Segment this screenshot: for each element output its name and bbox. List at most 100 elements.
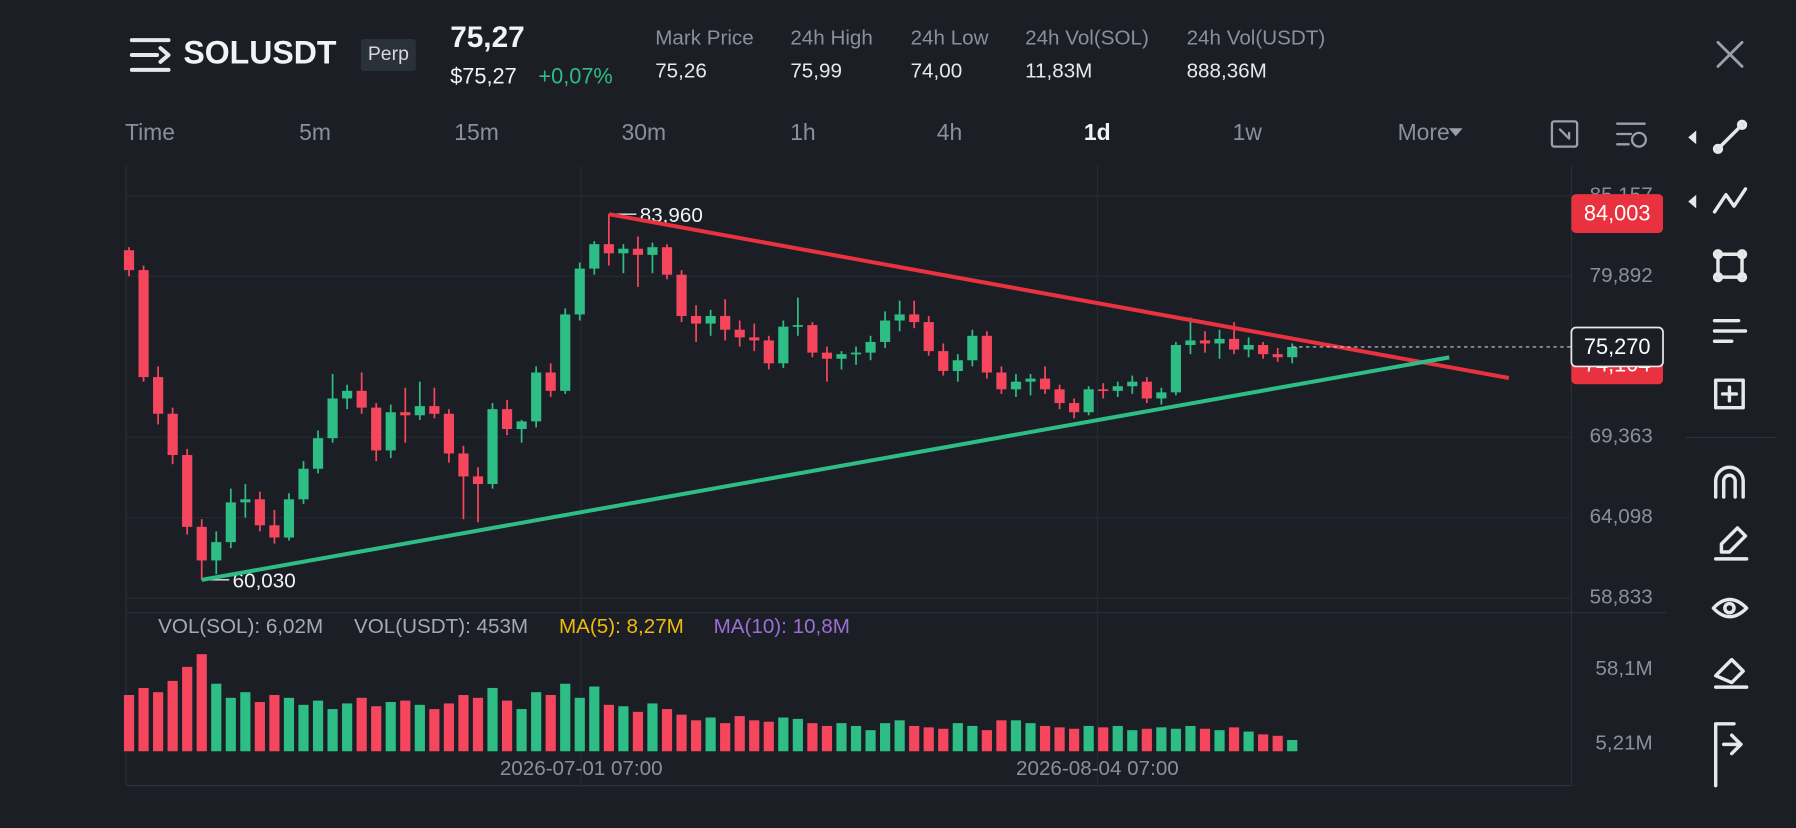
candle-body bbox=[618, 248, 629, 254]
volume-bar bbox=[342, 703, 353, 752]
candle-body bbox=[240, 499, 251, 503]
fib-tool[interactable] bbox=[1712, 187, 1748, 214]
candle-body bbox=[342, 390, 353, 399]
volume-bar bbox=[967, 725, 978, 752]
candle-body bbox=[603, 244, 614, 254]
candle-body bbox=[850, 352, 862, 355]
visibility-tool[interactable] bbox=[1711, 597, 1749, 619]
candle-body bbox=[938, 351, 949, 371]
volume-bar bbox=[1199, 728, 1211, 752]
volume-bar bbox=[981, 730, 992, 752]
exit-tool[interactable] bbox=[1713, 722, 1743, 788]
candle-body bbox=[778, 326, 789, 364]
volume-bar bbox=[443, 703, 454, 752]
candle-body bbox=[371, 407, 382, 451]
pattern-tool[interactable] bbox=[1712, 249, 1748, 283]
y-tick-label: 64,098 bbox=[1590, 505, 1653, 528]
edit-tool[interactable] bbox=[1713, 526, 1749, 561]
candle-body bbox=[690, 315, 702, 324]
timeframe-bar: Time 5m 15m 30m 1h 4h 1d 1w More bbox=[125, 119, 1450, 145]
candle-body bbox=[283, 499, 295, 538]
candle-body bbox=[1141, 381, 1152, 399]
measure-tool[interactable] bbox=[1713, 378, 1745, 410]
volume-bar bbox=[1156, 727, 1167, 752]
volume-bar bbox=[1127, 730, 1138, 752]
candle-body bbox=[909, 314, 920, 323]
candle-body bbox=[865, 341, 876, 353]
timeframe[interactable]: 15m bbox=[454, 119, 499, 145]
candle-body bbox=[254, 499, 265, 526]
price-tag-label: 84,003 bbox=[1584, 200, 1651, 225]
timeframe[interactable]: 1h bbox=[790, 119, 815, 145]
volume-bar bbox=[254, 702, 265, 752]
trendline[interactable] bbox=[608, 212, 1510, 380]
volume-bar bbox=[749, 720, 760, 752]
volume-bar bbox=[865, 730, 876, 752]
stat-value: 888,36M bbox=[1187, 60, 1267, 83]
candle-body bbox=[1287, 346, 1298, 358]
volume-bar bbox=[1141, 728, 1152, 752]
candle-body bbox=[1083, 389, 1094, 413]
volume-bar bbox=[909, 725, 920, 752]
volume-bar bbox=[196, 654, 207, 752]
volume-tick-label: 58,1M bbox=[1595, 657, 1652, 680]
eraser-tool[interactable] bbox=[1713, 657, 1749, 689]
timeframe[interactable]: 1d bbox=[1084, 119, 1111, 145]
candle-body bbox=[1214, 338, 1225, 344]
volume-bar bbox=[283, 697, 295, 752]
x-tick-label: 2026-08-04 07:00 bbox=[1016, 757, 1179, 780]
candle-body bbox=[1025, 378, 1036, 382]
stat-label: Mark Price bbox=[655, 26, 753, 49]
magnet-tool[interactable] bbox=[1713, 465, 1745, 499]
close-button[interactable] bbox=[1716, 40, 1744, 68]
candle-body bbox=[182, 455, 193, 527]
volume-bar bbox=[458, 694, 469, 752]
candle-body bbox=[705, 315, 716, 324]
volume-bar bbox=[385, 702, 396, 752]
candle-body bbox=[1228, 338, 1240, 350]
volume-bar bbox=[1287, 740, 1298, 752]
volume-legend: MA(10): 10,8M bbox=[714, 615, 850, 638]
settings-icon[interactable] bbox=[1616, 122, 1647, 148]
volume-bar bbox=[1069, 728, 1080, 752]
volume-bar bbox=[894, 720, 905, 752]
timeframe[interactable]: 30m bbox=[621, 119, 666, 145]
expand-arrow[interactable] bbox=[1688, 130, 1697, 145]
volume-bar bbox=[1258, 734, 1269, 752]
candle-body bbox=[952, 360, 963, 371]
menu-icon[interactable] bbox=[129, 38, 171, 72]
volume-bar bbox=[778, 717, 789, 752]
volume-bar bbox=[1228, 727, 1240, 752]
candle-body bbox=[661, 247, 673, 275]
candle-body bbox=[487, 409, 498, 485]
lines-tool[interactable] bbox=[1712, 318, 1748, 343]
volume-bar bbox=[1010, 720, 1022, 752]
timeframe[interactable]: 4h bbox=[937, 119, 962, 145]
trendline[interactable] bbox=[201, 355, 1450, 582]
trendline-tool[interactable] bbox=[1712, 119, 1748, 155]
timeframe[interactable]: 1w bbox=[1233, 119, 1263, 145]
volume-bar bbox=[429, 709, 440, 752]
fullscreen-icon[interactable] bbox=[1550, 120, 1579, 148]
volume-bar bbox=[676, 714, 687, 752]
stat-value: 74,00 bbox=[911, 60, 963, 83]
candle-body bbox=[574, 268, 585, 315]
volume-legend: VOL(SOL): 6,02M bbox=[158, 615, 323, 638]
volume-bar bbox=[690, 720, 702, 752]
timeframe[interactable]: More bbox=[1398, 119, 1450, 145]
volume-bar bbox=[574, 697, 585, 752]
timeframe[interactable]: 5m bbox=[299, 119, 331, 145]
candle-body bbox=[458, 453, 469, 477]
candle-body bbox=[1258, 344, 1269, 355]
expand-arrow[interactable] bbox=[1688, 194, 1697, 209]
candle-body bbox=[1112, 386, 1123, 391]
stat-label: 24h Vol(USDT) bbox=[1187, 26, 1326, 49]
candle-body bbox=[676, 274, 687, 316]
volume-bar bbox=[996, 720, 1007, 752]
last-price: 75,27 bbox=[450, 21, 525, 54]
volume-bar bbox=[836, 723, 847, 752]
candle-body bbox=[1156, 392, 1167, 399]
symbol[interactable]: SOLUSDT bbox=[183, 34, 337, 70]
candle-body bbox=[1243, 344, 1254, 350]
candle-body bbox=[327, 398, 338, 439]
